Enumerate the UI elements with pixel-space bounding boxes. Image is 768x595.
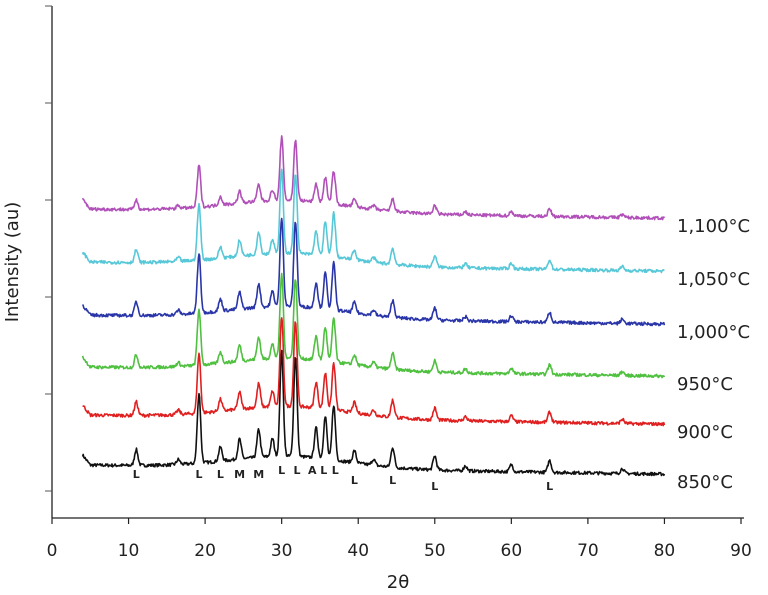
series-label: 1,000°C — [677, 322, 750, 343]
series-line — [81, 135, 666, 221]
series-line — [81, 349, 666, 477]
peak-label: A — [308, 464, 317, 477]
x-axis: 0 10 20 30 40 50 60 70 80 90 — [47, 517, 752, 561]
series-traces — [81, 135, 666, 477]
x-axis-title: 2θ — [387, 572, 409, 593]
peak-label: L — [389, 474, 396, 487]
peak-label: L — [195, 468, 202, 481]
series-label: 1,100°C — [677, 216, 750, 237]
peak-label: L — [133, 468, 140, 481]
peak-label: M — [234, 468, 245, 481]
x-tick-label: 20 — [194, 541, 216, 561]
x-tick-label: 40 — [347, 541, 369, 561]
peak-label: L — [278, 464, 285, 477]
x-tick-label: 30 — [271, 541, 293, 561]
peak-label: L — [546, 480, 553, 493]
peak-label: L — [217, 468, 224, 481]
series-line — [81, 168, 665, 274]
x-tick-label: 10 — [118, 541, 140, 561]
x-tick-label: 50 — [424, 541, 446, 561]
peak-label: L — [351, 474, 358, 487]
peak-label: M — [253, 468, 264, 481]
peak-label: L — [332, 464, 339, 477]
y-axis-title: Intensity (au) — [2, 202, 23, 323]
peak-label: L — [320, 464, 327, 477]
x-tick-label: 70 — [577, 541, 599, 561]
x-tick-label: 90 — [730, 541, 752, 561]
series-line — [81, 217, 666, 327]
series-label: 850°C — [677, 472, 733, 493]
series-label: 1,050°C — [677, 269, 750, 290]
peak-labels: L L L M M L L A L LL L L L — [133, 464, 553, 493]
series-label: 950°C — [677, 374, 733, 395]
series-labels: 850°C 900°C 950°C 1,000°C 1,050°C 1,100°C — [677, 216, 750, 493]
series-line — [81, 272, 666, 379]
peak-label: L — [431, 480, 438, 493]
series-line — [82, 317, 666, 427]
x-tick-label: 0 — [47, 541, 58, 561]
x-tick-label: 60 — [501, 541, 523, 561]
peak-label: L — [293, 464, 300, 477]
series-label: 900°C — [677, 422, 733, 443]
x-tick-label: 80 — [654, 541, 676, 561]
y-axis — [45, 5, 53, 518]
